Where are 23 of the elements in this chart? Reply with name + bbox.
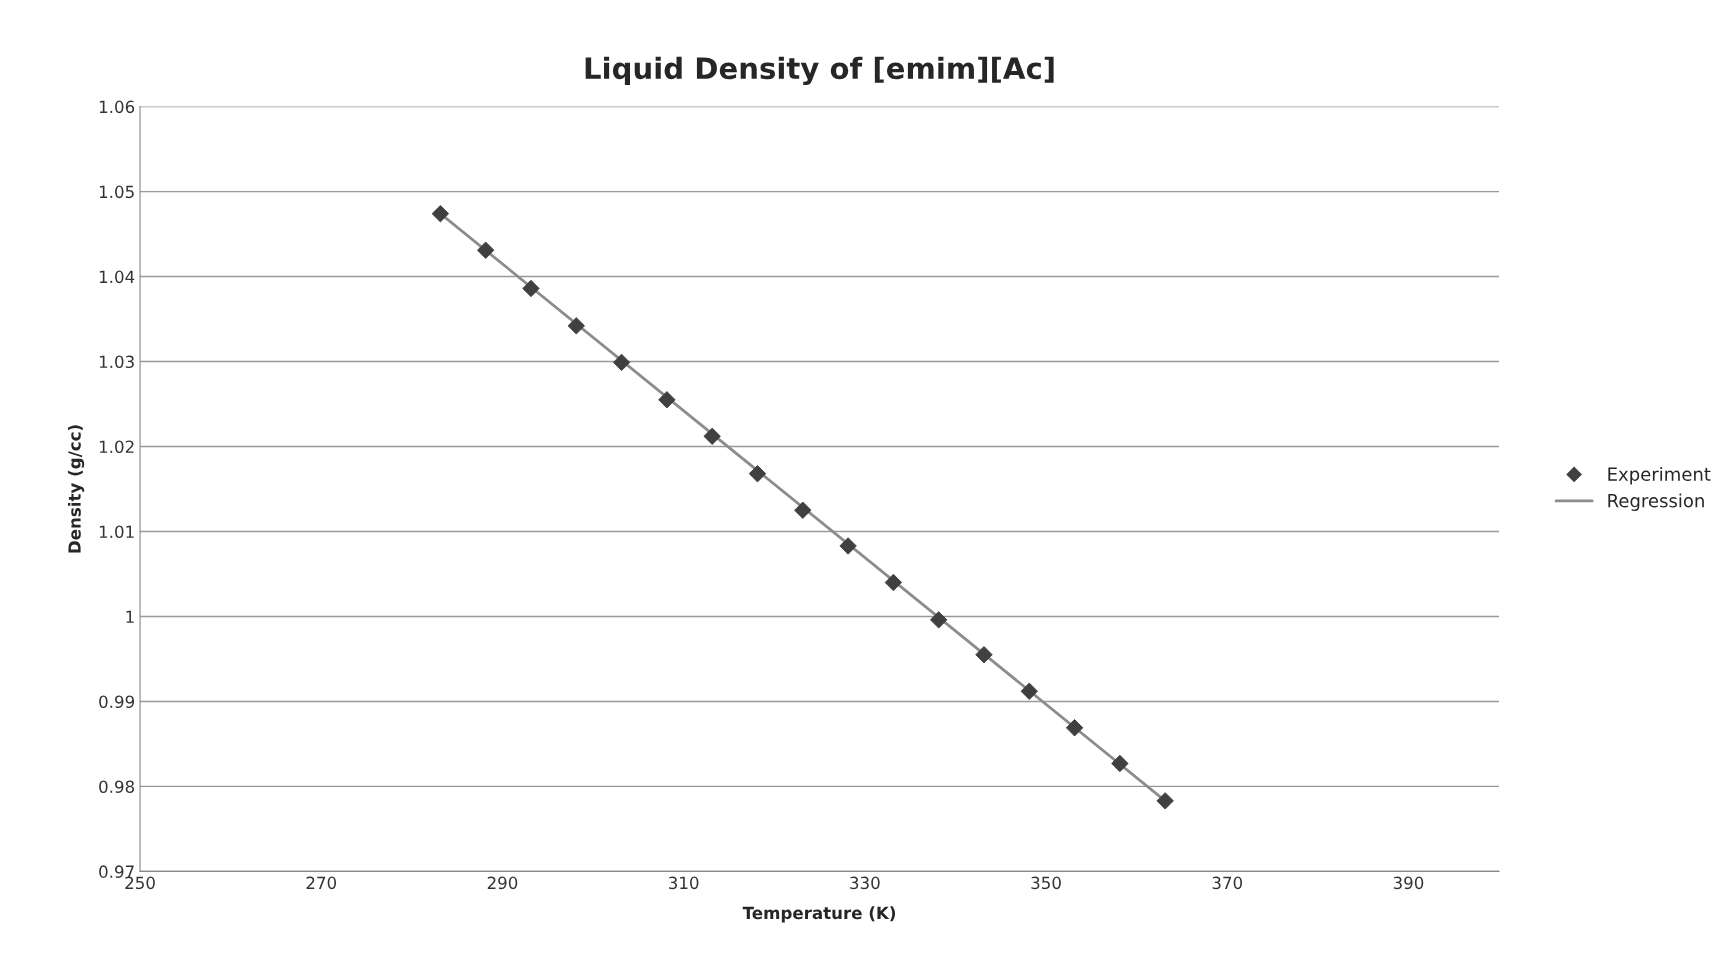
x-tick-label: 250 xyxy=(125,876,155,890)
y-tick-label: 0.97 xyxy=(99,865,134,878)
y-tick-label: 1.04 xyxy=(99,270,135,284)
x-tick-label: 350 xyxy=(1031,876,1061,890)
y-tick-label: 1.01 xyxy=(99,525,134,539)
y-tick-label: 1 xyxy=(126,610,134,623)
x-axis-title: Temperature (K) xyxy=(742,906,896,923)
y-tick-label: 1.06 xyxy=(99,100,135,114)
x-tick-label: 390 xyxy=(1393,876,1424,890)
y-tick-label: 1.05 xyxy=(99,185,134,199)
legend-label: Regression xyxy=(1608,493,1704,511)
y-tick-label: 0.98 xyxy=(99,780,135,793)
y-axis-title: Density (g/cc) xyxy=(67,425,85,553)
x-tick-label: 290 xyxy=(487,876,518,890)
x-tick-label: 270 xyxy=(306,876,337,890)
y-tick-label: 1.02 xyxy=(99,440,134,454)
x-tick-label: 310 xyxy=(669,876,699,890)
chart-title: Liquid Density of [emim][Ac] xyxy=(585,56,1054,86)
y-tick-label: 1.03 xyxy=(99,355,134,369)
legend-label: Experiment xyxy=(1608,467,1711,485)
y-tick-label: 0.99 xyxy=(99,695,135,709)
x-tick-label: 330 xyxy=(850,876,880,890)
x-tick-label: 370 xyxy=(1212,876,1243,890)
